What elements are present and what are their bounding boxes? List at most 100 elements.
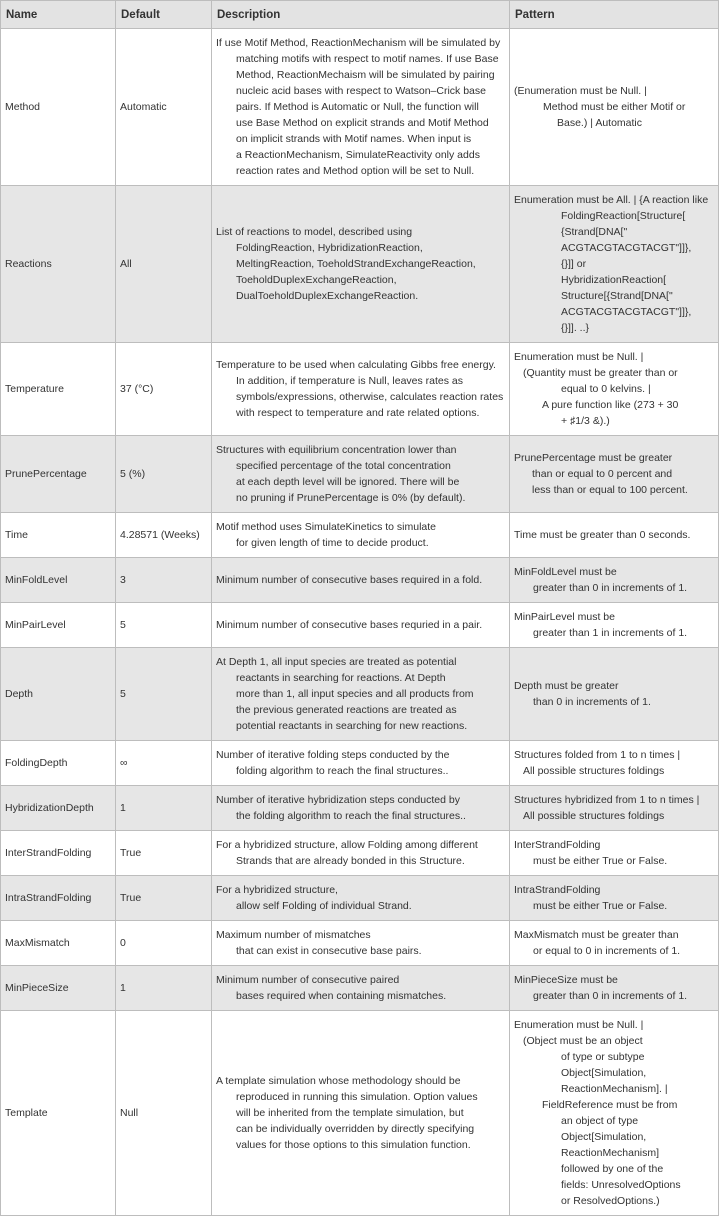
pattern-line: or equal to 0 in increments of 1. [533,945,681,957]
option-description: Minimum number of consecutive bases requ… [211,557,510,603]
pattern-line: than or equal to 0 percent and [532,468,673,480]
table-row: IntraStrandFolding True For a hybridized s… [0,875,719,921]
table-row: HybridizationDepth 1 Number of iterative h… [0,785,719,831]
option-pattern: (Enumeration must be Null. | Method must … [509,28,719,186]
option-default: True [115,830,212,876]
description-line: nucleic acid bases with respect to Watso… [236,85,486,97]
table-row: FoldingDepth ∞ Number of iterative folding… [0,740,719,786]
description-line: with respect to temperature and rate rel… [236,407,480,419]
option-description: Temperature to be used when calculating … [211,342,510,436]
description-line: reactants in searching for reactions. At… [236,672,446,684]
pattern-line: FieldReference must be from [542,1099,678,1111]
option-pattern: MinPairLevel must be greater than 1 in in… [509,602,719,648]
option-pattern: Enumeration must be Null. | (Quantity mus… [509,342,719,436]
description-line: specified percentage of the total concen… [236,460,451,472]
description-line: the previous generated reactions are tre… [236,704,457,716]
option-description: Structures with equilibrium concentratio… [211,435,510,513]
option-description: If use Motif Method, ReactionMechanism w… [211,28,510,186]
pattern-line: greater than 1 in increments of 1. [533,627,688,639]
table-row: MinFoldLevel 3 Minimum number of consecuti… [0,557,719,603]
pattern-line: of type or subtype [561,1051,645,1063]
option-pattern: Depth must be greater than 0 in increment… [509,647,719,741]
description-line: Number of iterative hybridization steps … [216,794,460,806]
description-line: In addition, if temperature is Null, lea… [236,375,464,387]
pattern-line: Object[Simulation, [561,1131,647,1143]
option-name: HybridizationDepth [0,785,116,831]
pattern-line: InterStrandFolding [514,839,601,851]
option-description: For a hybridized structure, allow Foldin… [211,830,510,876]
pattern-line: {}]]. ..} [561,322,590,334]
description-line: Motif method uses SimulateKinetics to si… [216,521,437,533]
description-line: List of reactions to model, described us… [216,226,413,238]
option-pattern: Enumeration must be Null. | (Object must … [509,1010,719,1216]
option-default: 37 (°C) [115,342,212,436]
option-description: A template simulation whose methodology … [211,1010,510,1216]
description-line: no pruning if PrunePercentage is 0% (by … [236,492,466,504]
pattern-line: Base.) | Automatic [557,117,643,129]
pattern-line: Time must be greater than 0 seconds. [514,529,691,541]
option-pattern: MaxMismatch must be greater than or equal… [509,920,719,966]
description-line: the folding algorithm to reach the final… [236,810,466,822]
option-description: At Depth 1, all input species are treate… [211,647,510,741]
table-row: Method Automatic If use Motif Method, Reac… [0,28,719,186]
table-row: Temperature 37 (°C) Temperature to be used… [0,342,719,436]
description-line: matching motifs with respect to motif na… [236,53,499,65]
table-row: PrunePercentage 5 (%) Structures with equi… [0,435,719,513]
description-line: folding algorithm to reach the final str… [236,765,449,777]
description-line: If use Motif Method, ReactionMechanism w… [216,37,501,49]
description-line: at each depth level will be ignored. The… [236,476,460,488]
pattern-line: or ResolvedOptions.) [561,1195,660,1207]
table-row: MaxMismatch 0 Maximum number of mismatches… [0,920,719,966]
pattern-line: equal to 0 kelvins. | [561,383,651,395]
description-line: will be inherited from the template simu… [236,1107,464,1119]
pattern-line: A pure function like (273 + 30 [542,399,679,411]
pattern-line: (Enumeration must be Null. | [514,85,647,97]
header-row: Name Default Description Pattern [0,0,719,29]
description-line: FoldingReaction, HybridizationReaction, [236,242,423,254]
pattern-line: must be either True or False. [533,855,668,867]
pattern-line: (Object must be an object [523,1035,643,1047]
option-default: Null [115,1010,212,1216]
option-description: Number of iterative folding steps conduc… [211,740,510,786]
pattern-line: Enumeration must be Null. | [514,1019,644,1031]
pattern-line: Structure[{Strand[DNA[" [561,290,673,302]
option-name: Template [0,1010,116,1216]
header-pattern: Pattern [509,0,719,29]
option-default: 5 [115,602,212,648]
pattern-line: Enumeration must be Null. | [514,351,644,363]
header-default: Default [115,0,212,29]
option-default: 1 [115,785,212,831]
option-description: For a hybridized structure, allow self Fo… [211,875,510,921]
pattern-line: MinPieceSize must be [514,974,618,986]
description-line: Number of iterative folding steps conduc… [216,749,450,761]
description-line: Minimum number of consecutive paired [216,974,400,986]
option-name: Time [0,512,116,558]
pattern-line: than 0 in increments of 1. [533,696,651,708]
option-name: MinPieceSize [0,965,116,1011]
description-line: can be individually overridden by direct… [236,1123,475,1135]
option-description: Number of iterative hybridization steps … [211,785,510,831]
description-line: allow self Folding of individual Strand. [236,900,412,912]
description-line: that can exist in consecutive base pairs… [236,945,422,957]
option-default: True [115,875,212,921]
pattern-line: (Quantity must be greater than or [523,367,678,379]
table-row: MinPairLevel 5 Minimum number of consecuti… [0,602,719,648]
pattern-line: MinPairLevel must be [514,611,615,623]
option-name: Depth [0,647,116,741]
pattern-line: Enumeration must be All. | {A reaction l… [514,194,709,206]
option-pattern: Structures folded from 1 to n times | All… [509,740,719,786]
pattern-line: {}]] or [561,258,587,270]
pattern-line: greater than 0 in increments of 1. [533,990,688,1002]
option-default: 5 (%) [115,435,212,513]
pattern-line: less than or equal to 100 percent. [532,484,688,496]
option-description: Maximum number of mismatches that can exi… [211,920,510,966]
option-pattern: Enumeration must be All. | {A reaction l… [509,185,719,343]
option-description: Minimum number of consecutive bases requ… [211,602,510,648]
pattern-line: {Strand[DNA[" [561,226,628,238]
pattern-line: followed by one of the [561,1163,664,1175]
option-name: MinPairLevel [0,602,116,648]
description-line: For a hybridized structure, allow Foldin… [216,839,478,851]
table-row: Template Null A template simulation whose … [0,1010,719,1216]
option-name: IntraStrandFolding [0,875,116,921]
description-line: more than 1, all input species and all p… [236,688,474,700]
